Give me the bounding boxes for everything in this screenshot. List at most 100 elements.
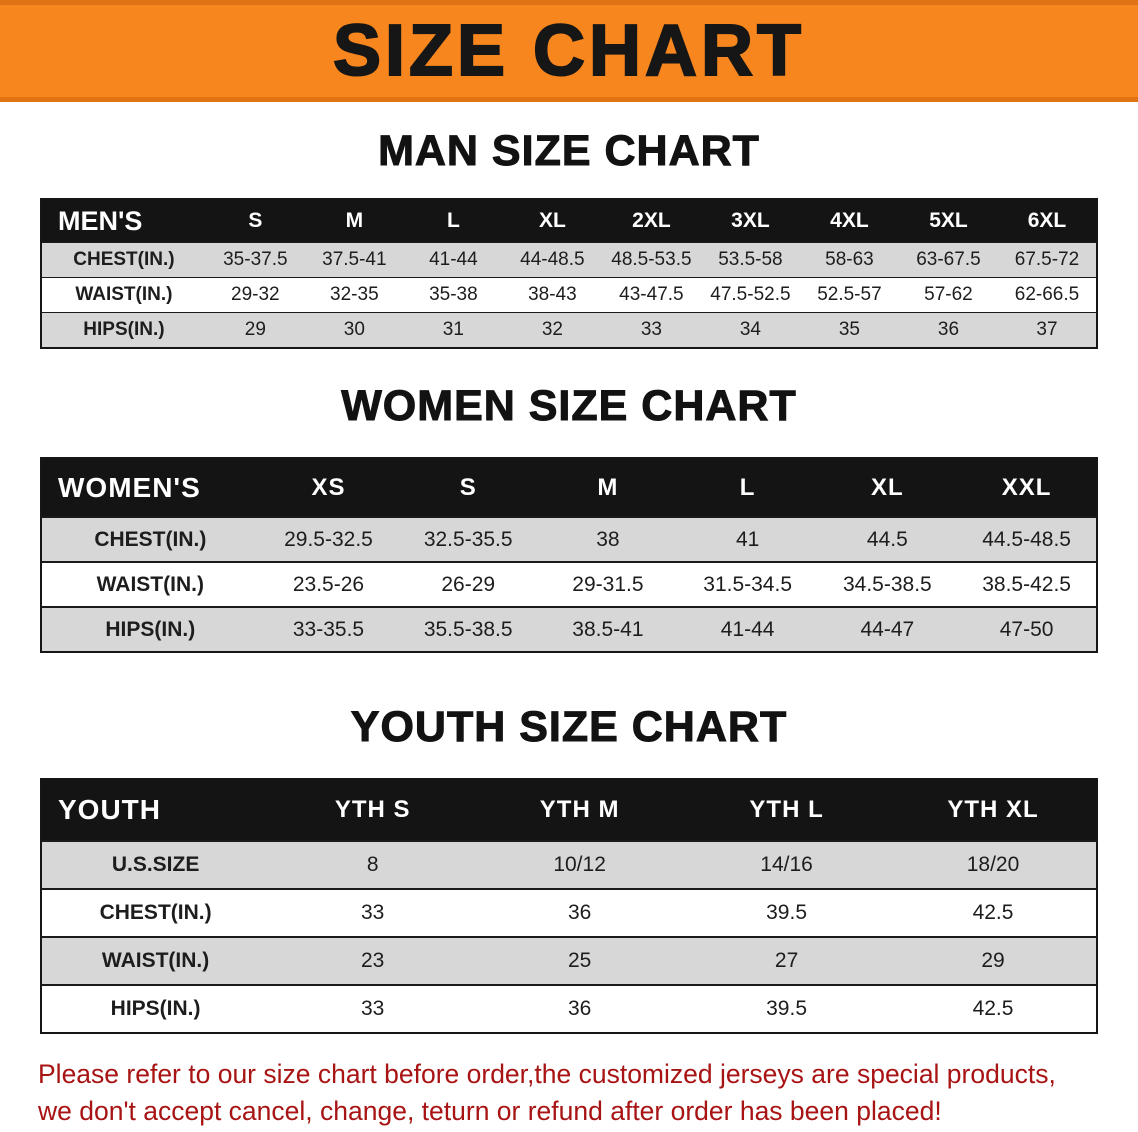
size-value-cell: 41-44 — [677, 606, 818, 652]
row-label-cell: WAIST(IN.) — [41, 561, 259, 607]
size-value-cell: 44.5-48.5 — [957, 516, 1097, 562]
size-value-cell: 18/20 — [890, 840, 1097, 889]
size-value-cell: 33-35.5 — [258, 606, 399, 652]
size-value-cell: 23 — [269, 936, 477, 985]
men-header-row: MEN'S S M L XL 2XL 3XL 4XL 5XL 6XL — [41, 199, 1097, 243]
size-value-cell: 35-37.5 — [205, 242, 305, 278]
youth-section: YOUTH SIZE CHART YOUTH YTH S YTH M YTH L YTH… — [0, 703, 1138, 1034]
size-value-cell: 42.5 — [890, 888, 1097, 937]
charts-area: MAN SIZE CHART MEN'S S M L XL 2XL 3XL 4XL 5XL 6XL… — [0, 127, 1138, 1034]
youth-table-title: YOUTH — [41, 779, 270, 841]
size-value-cell: 25 — [476, 936, 684, 985]
row-label-cell: HIPS(IN.) — [41, 984, 270, 1033]
size-header-cell: 4XL — [799, 199, 899, 243]
size-value-cell: 58-63 — [799, 242, 899, 278]
size-value-cell: 67.5-72 — [997, 242, 1097, 278]
size-value-cell: 62-66.5 — [997, 277, 1097, 313]
size-value-cell: 43-47.5 — [601, 277, 701, 313]
size-value-cell: 36 — [476, 888, 684, 937]
size-value-cell: 41 — [677, 516, 818, 562]
size-header-cell: XXL — [957, 458, 1097, 517]
row-label-cell: CHEST(IN.) — [41, 888, 270, 937]
size-header-cell: L — [677, 458, 818, 517]
size-header-cell: S — [398, 458, 539, 517]
size-value-cell: 35-38 — [403, 277, 503, 313]
size-value-cell: 31 — [403, 312, 503, 348]
table-row: HIPS(IN.) 29 30 31 32 33 34 35 36 37 — [41, 312, 1097, 348]
size-value-cell: 44-48.5 — [502, 242, 602, 278]
size-header-cell: YTH S — [269, 779, 477, 841]
size-value-cell: 38-43 — [502, 277, 602, 313]
size-header-cell: YTH L — [683, 779, 891, 841]
youth-size-table: YOUTH YTH S YTH M YTH L YTH XL U.S.SIZE 8 10/12… — [40, 778, 1098, 1034]
size-value-cell: 38.5-41 — [538, 606, 678, 652]
size-value-cell: 38.5-42.5 — [957, 561, 1097, 607]
size-header-cell: YTH M — [476, 779, 684, 841]
banner: SIZE CHART — [0, 0, 1138, 102]
row-label-cell: HIPS(IN.) — [41, 606, 259, 652]
men-size-table: MEN'S S M L XL 2XL 3XL 4XL 5XL 6XL CHEST(IN.) 35-37… — [40, 198, 1098, 349]
size-value-cell: 32.5-35.5 — [398, 516, 539, 562]
table-row: CHEST(IN.) 33 36 39.5 42.5 — [41, 888, 1097, 937]
size-header-cell: M — [538, 458, 678, 517]
youth-section-heading: YOUTH SIZE CHART — [350, 703, 788, 752]
size-value-cell: 57-62 — [898, 277, 998, 313]
size-value-cell: 34 — [700, 312, 800, 348]
size-value-cell: 32-35 — [304, 277, 404, 313]
size-value-cell: 33 — [269, 984, 477, 1033]
size-value-cell: 8 — [269, 840, 477, 889]
row-label-cell: WAIST(IN.) — [41, 277, 206, 313]
size-value-cell: 44.5 — [817, 516, 958, 562]
size-value-cell: 37.5-41 — [304, 242, 404, 278]
size-header-cell: XL — [502, 199, 602, 243]
table-row: WAIST(IN.) 23.5-26 26-29 29-31.5 31.5-34.5 34… — [41, 561, 1097, 607]
size-value-cell: 39.5 — [683, 984, 891, 1033]
size-value-cell: 29 — [205, 312, 305, 348]
men-table-title: MEN'S — [41, 199, 206, 243]
size-header-cell: M — [304, 199, 404, 243]
size-header-cell: YTH XL — [890, 779, 1097, 841]
size-value-cell: 31.5-34.5 — [677, 561, 818, 607]
size-value-cell: 48.5-53.5 — [601, 242, 701, 278]
table-row: HIPS(IN.) 33 36 39.5 42.5 — [41, 984, 1097, 1033]
row-label-cell: CHEST(IN.) — [41, 516, 259, 562]
size-value-cell: 36 — [476, 984, 684, 1033]
table-row: U.S.SIZE 8 10/12 14/16 18/20 — [41, 840, 1097, 889]
size-value-cell: 32 — [502, 312, 602, 348]
size-value-cell: 29.5-32.5 — [258, 516, 399, 562]
size-value-cell: 26-29 — [398, 561, 539, 607]
size-value-cell: 29 — [890, 936, 1097, 985]
size-value-cell: 34.5-38.5 — [817, 561, 958, 607]
row-label-cell: U.S.SIZE — [41, 840, 270, 889]
size-value-cell: 47-50 — [957, 606, 1097, 652]
women-section-heading: WOMEN SIZE CHART — [341, 382, 797, 431]
size-header-cell: S — [205, 199, 305, 243]
size-header-cell: L — [403, 199, 503, 243]
size-value-cell: 29-31.5 — [538, 561, 678, 607]
row-label-cell: WAIST(IN.) — [41, 936, 270, 985]
disclaimer: Please refer to our size chart before or… — [38, 1056, 1100, 1129]
size-value-cell: 41-44 — [403, 242, 503, 278]
women-size-table: WOMEN'S XS S M L XL XXL CHEST(IN.) 29.5-32.5 32.5… — [40, 457, 1098, 653]
row-label-cell: CHEST(IN.) — [41, 242, 206, 278]
women-header-row: WOMEN'S XS S M L XL XXL — [41, 458, 1097, 517]
men-section-heading: MAN SIZE CHART — [378, 127, 760, 176]
women-table-title: WOMEN'S — [41, 458, 259, 517]
size-value-cell: 38 — [538, 516, 678, 562]
size-value-cell: 37 — [997, 312, 1097, 348]
size-value-cell: 35 — [799, 312, 899, 348]
size-value-cell: 30 — [304, 312, 404, 348]
table-row: HIPS(IN.) 33-35.5 35.5-38.5 38.5-41 41-44 44-… — [41, 606, 1097, 652]
women-section: WOMEN SIZE CHART WOMEN'S XS S M L XL XXL CHEST(… — [0, 382, 1138, 653]
size-value-cell: 14/16 — [683, 840, 891, 889]
size-value-cell: 63-67.5 — [898, 242, 998, 278]
size-value-cell: 35.5-38.5 — [398, 606, 539, 652]
table-row: CHEST(IN.) 29.5-32.5 32.5-35.5 38 41 44.5 44.5… — [41, 516, 1097, 562]
size-value-cell: 47.5-52.5 — [700, 277, 800, 313]
size-value-cell: 53.5-58 — [700, 242, 800, 278]
table-row: WAIST(IN.) 29-32 32-35 35-38 38-43 43-47.5 47.… — [41, 277, 1097, 313]
size-header-cell: 6XL — [997, 199, 1097, 243]
size-value-cell: 44-47 — [817, 606, 958, 652]
table-row: CHEST(IN.) 35-37.5 37.5-41 41-44 44-48.5 48.5… — [41, 242, 1097, 278]
